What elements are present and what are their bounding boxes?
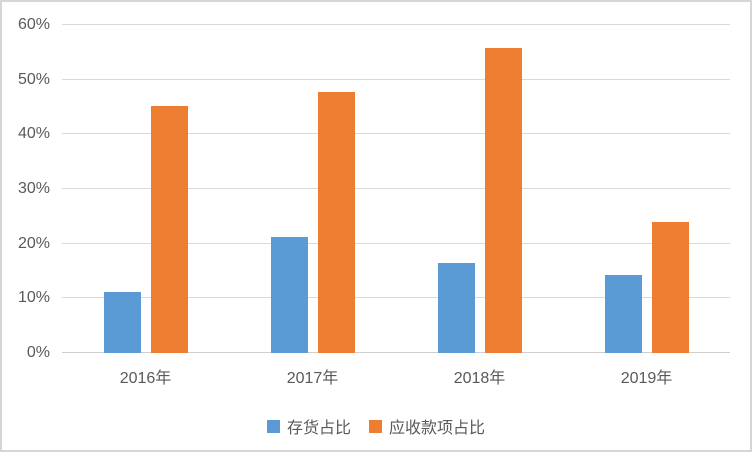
x-tick-label-4: 2019年 bbox=[620, 370, 673, 387]
gridline-0 bbox=[62, 352, 730, 353]
bar-group-3 bbox=[396, 25, 563, 353]
legend-swatch-1 bbox=[266, 419, 280, 433]
gridline-40 bbox=[62, 133, 730, 135]
y-tick-label-40: 40% bbox=[17, 125, 50, 143]
legend-item-1: 存货占比 bbox=[266, 414, 351, 438]
bar-s1-1 bbox=[103, 291, 141, 353]
gridline-60 bbox=[62, 24, 730, 25]
x-axis: 2016年 2017年 2018年 2019年 bbox=[62, 364, 730, 388]
legend: 存货占比 应收款项占比 bbox=[2, 414, 750, 438]
bar-s2-4 bbox=[651, 222, 689, 353]
bar-groups bbox=[62, 25, 730, 353]
gridline-10 bbox=[62, 297, 730, 299]
gridline-20 bbox=[62, 242, 730, 244]
y-tick-label-0: 0% bbox=[26, 344, 50, 361]
bar-s1-3 bbox=[437, 263, 475, 353]
bar-group-1 bbox=[62, 25, 229, 353]
gridline-30 bbox=[62, 188, 730, 189]
y-tick-label-50: 50% bbox=[17, 70, 50, 88]
gridline-50 bbox=[62, 78, 730, 80]
bar-s1-2 bbox=[270, 237, 308, 353]
bar-s2-3 bbox=[484, 47, 522, 353]
bar-s1-4 bbox=[604, 274, 642, 353]
y-tick-label-30: 30% bbox=[17, 180, 50, 197]
x-tick-label-3: 2018年 bbox=[453, 370, 506, 387]
x-tick-label-1: 2016年 bbox=[119, 370, 172, 387]
y-tick-label-60: 60% bbox=[17, 16, 50, 33]
legend-label-1: 存货占比 bbox=[286, 420, 351, 437]
bar-group-2 bbox=[229, 25, 396, 353]
y-tick-label-10: 10% bbox=[17, 289, 50, 307]
bar-s2-1 bbox=[150, 105, 188, 353]
bar-group-4 bbox=[563, 25, 730, 353]
x-tick-label-2: 2017年 bbox=[286, 370, 339, 387]
legend-item-2: 应收款项占比 bbox=[369, 414, 485, 438]
y-axis: 0% 10% 20% 30% 40% 50% 60% bbox=[2, 17, 52, 361]
legend-swatch-2 bbox=[369, 419, 382, 433]
bar-s2-2 bbox=[317, 91, 355, 353]
legend-label-2: 应收款项占比 bbox=[389, 420, 486, 437]
plot-area bbox=[62, 24, 730, 353]
y-tick-label-20: 20% bbox=[17, 234, 50, 252]
